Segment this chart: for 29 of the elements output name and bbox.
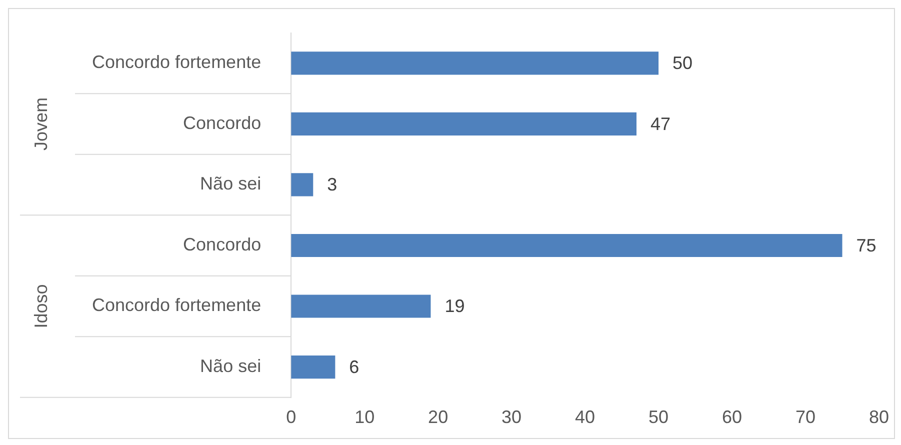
x-tick-label: 60 [722,407,742,428]
bar [291,173,314,196]
x-tick-label: 20 [428,407,448,428]
data-label: 47 [650,114,671,134]
bar [291,52,659,75]
y-tick-label: Concordo fortemente [92,52,262,72]
data-label: 19 [444,296,465,316]
text: Jovem [30,97,51,150]
x-tick-label: 30 [502,407,522,428]
x-tick-label: 70 [795,407,816,428]
y-tick-label: Não sei [200,356,262,376]
data-label: 3 [327,174,338,195]
text: Idoso [30,284,51,328]
bar [291,294,431,318]
y-tick-label: Concordo [183,234,262,254]
data-label: 75 [856,235,876,256]
y-tick-label: Concordo [183,112,262,133]
bar [291,234,842,258]
data-label: 50 [672,53,693,74]
data-label: 6 [349,356,360,377]
x-tick-label: 0 [286,407,296,428]
x-tick-label: 40 [575,407,596,428]
bar [291,112,636,136]
y-tick-label: Não sei [200,174,262,194]
bar [291,355,336,379]
x-tick-label: 50 [648,407,669,428]
x-tick-label: 10 [354,407,375,428]
y-tick-label: Concordo fortemente [92,295,262,316]
x-tick-label: 80 [868,407,890,428]
